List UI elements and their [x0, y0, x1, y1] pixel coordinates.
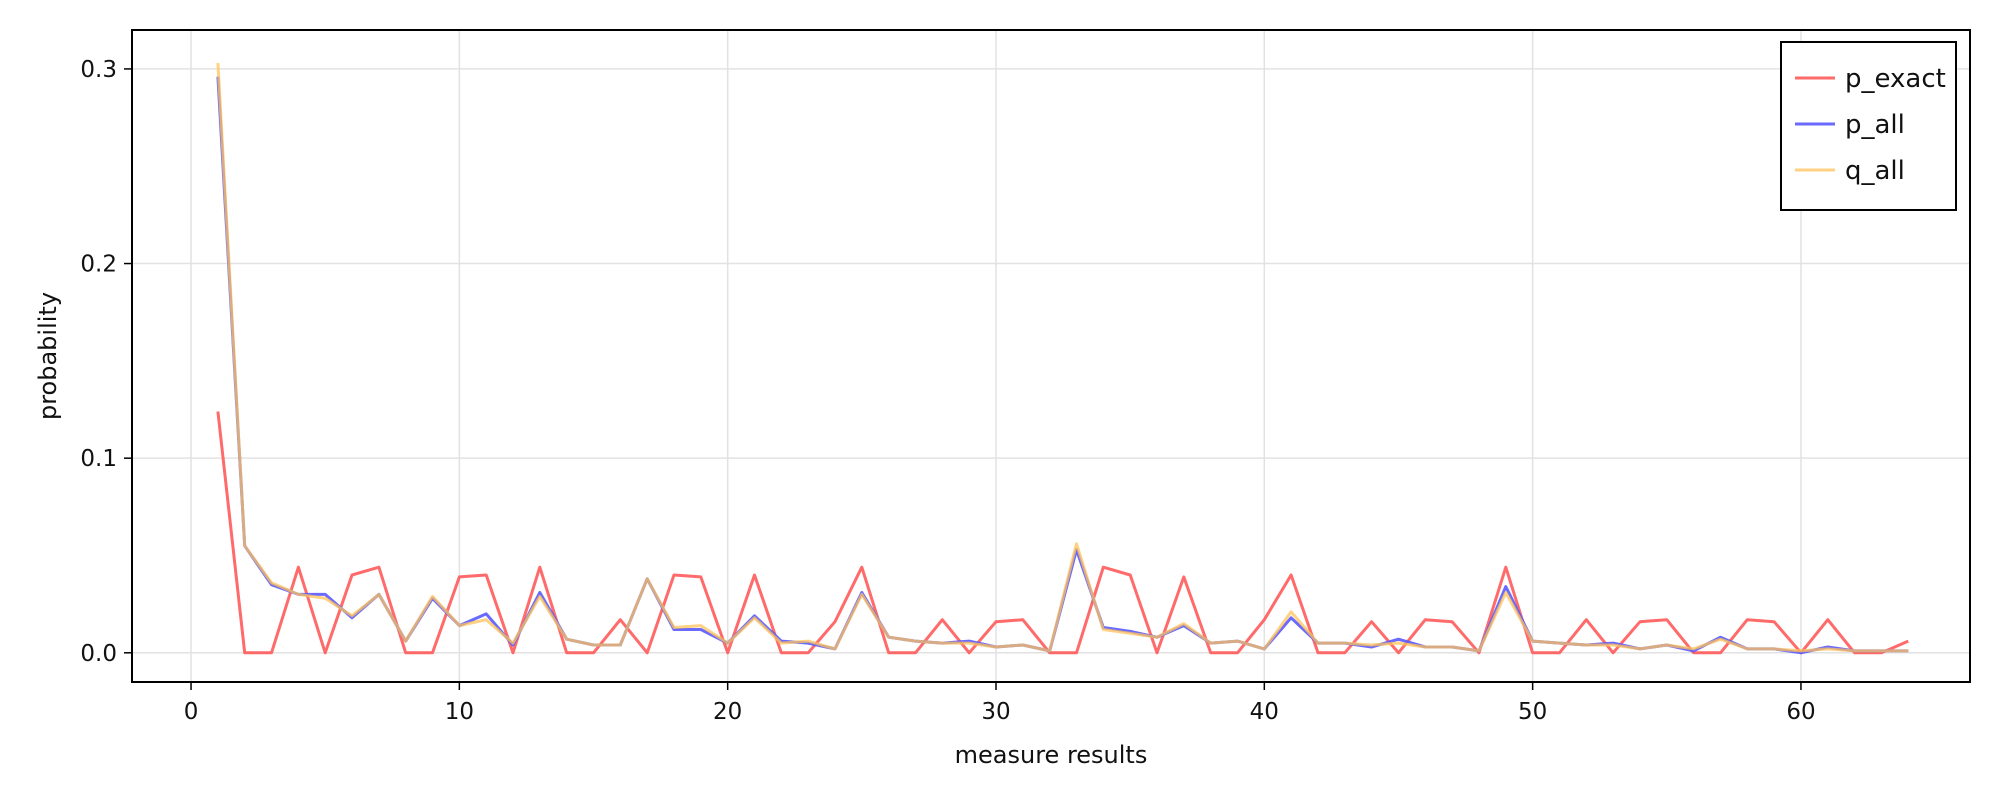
legend-label: p_exact — [1845, 64, 1946, 94]
x-tick-label: 20 — [713, 699, 742, 725]
x-tick-label: 60 — [1786, 699, 1815, 725]
series-line-p-exact — [216, 411, 1909, 655]
x-axis-label: measure results — [955, 741, 1148, 769]
legend-box — [1780, 41, 1957, 211]
y-tick-label: 0.1 — [80, 446, 117, 472]
series-line-q-all — [216, 63, 1909, 653]
y-tick-label: 0.2 — [80, 252, 117, 278]
x-tick-label: 0 — [184, 699, 199, 725]
x-tick-label: 50 — [1518, 699, 1547, 725]
legend: p_exact p_all q_all — [1780, 41, 1957, 211]
axis-ticks: 0 10 20 30 40 50 60 0.0 0.1 0.2 0.3 — [80, 57, 1815, 725]
legend-label: p_all — [1845, 110, 1905, 140]
y-tick-label: 0.0 — [80, 641, 117, 667]
gridlines — [132, 30, 1970, 682]
x-tick-label: 30 — [981, 699, 1010, 725]
legend-label: q_all — [1845, 156, 1905, 186]
y-axis-label: probability — [34, 292, 62, 420]
y-tick-label: 0.3 — [80, 57, 117, 83]
x-tick-label: 10 — [445, 699, 474, 725]
plot-frame — [131, 29, 1971, 683]
series-lines — [216, 63, 1909, 655]
x-tick-label: 40 — [1250, 699, 1279, 725]
